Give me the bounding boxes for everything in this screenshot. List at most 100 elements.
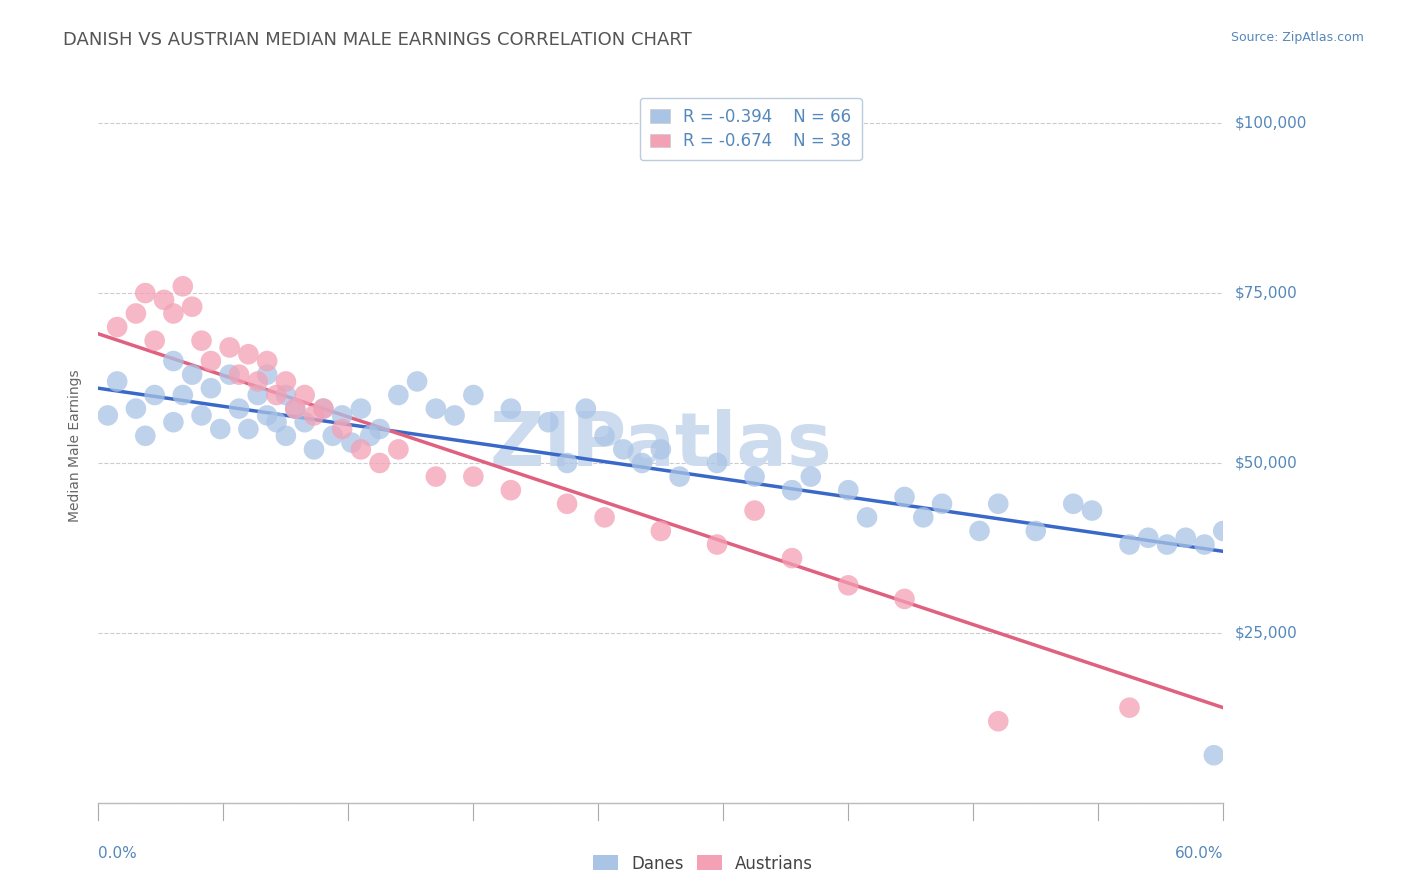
Danes bbox=[537, 415, 560, 429]
Austrians bbox=[190, 334, 212, 348]
Austrians bbox=[837, 578, 859, 592]
Austrians bbox=[284, 401, 307, 416]
Danes bbox=[969, 524, 991, 538]
Danes bbox=[340, 435, 363, 450]
Danes bbox=[987, 497, 1010, 511]
Danes bbox=[1156, 537, 1178, 551]
Danes bbox=[359, 429, 381, 443]
Danes bbox=[97, 409, 120, 423]
Austrians bbox=[256, 354, 278, 368]
Danes bbox=[294, 415, 316, 429]
Danes bbox=[274, 429, 297, 443]
Danes bbox=[172, 388, 194, 402]
Austrians bbox=[143, 334, 166, 348]
Danes bbox=[1062, 497, 1084, 511]
Austrians bbox=[425, 469, 447, 483]
Austrians bbox=[274, 375, 297, 389]
Text: $50,000: $50,000 bbox=[1234, 456, 1298, 470]
Danes bbox=[1081, 503, 1104, 517]
Danes bbox=[387, 388, 409, 402]
Austrians bbox=[987, 714, 1010, 729]
Danes bbox=[463, 388, 485, 402]
Danes bbox=[256, 409, 278, 423]
Danes bbox=[200, 381, 222, 395]
Danes bbox=[266, 415, 288, 429]
Danes bbox=[134, 429, 156, 443]
Legend: Danes, Austrians: Danes, Austrians bbox=[586, 848, 820, 880]
Text: $75,000: $75,000 bbox=[1234, 285, 1298, 301]
Austrians bbox=[181, 300, 204, 314]
Austrians bbox=[463, 469, 485, 483]
Legend: R = -0.394    N = 66, R = -0.674    N = 38: R = -0.394 N = 66, R = -0.674 N = 38 bbox=[640, 97, 862, 161]
Danes bbox=[1174, 531, 1197, 545]
Austrians bbox=[172, 279, 194, 293]
Danes bbox=[322, 429, 344, 443]
Danes bbox=[330, 409, 353, 423]
Austrians bbox=[744, 503, 766, 517]
Danes bbox=[105, 375, 128, 389]
Danes bbox=[443, 409, 465, 423]
Austrians bbox=[312, 401, 335, 416]
Austrians bbox=[105, 320, 128, 334]
Danes bbox=[302, 442, 325, 457]
Danes bbox=[218, 368, 240, 382]
Danes bbox=[744, 469, 766, 483]
Austrians bbox=[218, 341, 240, 355]
Danes bbox=[631, 456, 654, 470]
Danes bbox=[1137, 531, 1160, 545]
Danes bbox=[256, 368, 278, 382]
Text: 0.0%: 0.0% bbox=[98, 846, 138, 861]
Austrians bbox=[294, 388, 316, 402]
Austrians bbox=[134, 286, 156, 301]
Danes bbox=[368, 422, 391, 436]
Danes bbox=[228, 401, 250, 416]
Danes bbox=[181, 368, 204, 382]
Danes bbox=[650, 442, 672, 457]
Austrians bbox=[266, 388, 288, 402]
Austrians bbox=[228, 368, 250, 382]
Danes bbox=[668, 469, 690, 483]
Austrians bbox=[387, 442, 409, 457]
Text: $100,000: $100,000 bbox=[1234, 116, 1306, 131]
Danes bbox=[406, 375, 429, 389]
Text: ZIPatlas: ZIPatlas bbox=[489, 409, 832, 483]
Danes bbox=[893, 490, 915, 504]
Danes bbox=[312, 401, 335, 416]
Danes bbox=[284, 401, 307, 416]
Danes bbox=[837, 483, 859, 498]
Danes bbox=[246, 388, 269, 402]
Austrians bbox=[153, 293, 176, 307]
Austrians bbox=[893, 591, 915, 606]
Austrians bbox=[706, 537, 728, 551]
Austrians bbox=[555, 497, 578, 511]
Y-axis label: Median Male Earnings: Median Male Earnings bbox=[69, 369, 83, 523]
Austrians bbox=[593, 510, 616, 524]
Danes bbox=[209, 422, 232, 436]
Danes bbox=[425, 401, 447, 416]
Austrians bbox=[200, 354, 222, 368]
Danes bbox=[1212, 524, 1234, 538]
Austrians bbox=[1118, 700, 1140, 714]
Austrians bbox=[162, 306, 184, 320]
Austrians bbox=[330, 422, 353, 436]
Danes bbox=[593, 429, 616, 443]
Danes bbox=[612, 442, 634, 457]
Text: Source: ZipAtlas.com: Source: ZipAtlas.com bbox=[1230, 31, 1364, 45]
Austrians bbox=[125, 306, 148, 320]
Austrians bbox=[368, 456, 391, 470]
Danes bbox=[575, 401, 598, 416]
Danes bbox=[1202, 748, 1225, 763]
Danes bbox=[162, 354, 184, 368]
Danes bbox=[800, 469, 823, 483]
Danes bbox=[706, 456, 728, 470]
Austrians bbox=[246, 375, 269, 389]
Danes bbox=[143, 388, 166, 402]
Text: 60.0%: 60.0% bbox=[1175, 846, 1223, 861]
Danes bbox=[238, 422, 260, 436]
Austrians bbox=[499, 483, 522, 498]
Danes bbox=[1118, 537, 1140, 551]
Austrians bbox=[780, 551, 803, 566]
Danes bbox=[350, 401, 373, 416]
Austrians bbox=[650, 524, 672, 538]
Text: DANISH VS AUSTRIAN MEDIAN MALE EARNINGS CORRELATION CHART: DANISH VS AUSTRIAN MEDIAN MALE EARNINGS … bbox=[63, 31, 692, 49]
